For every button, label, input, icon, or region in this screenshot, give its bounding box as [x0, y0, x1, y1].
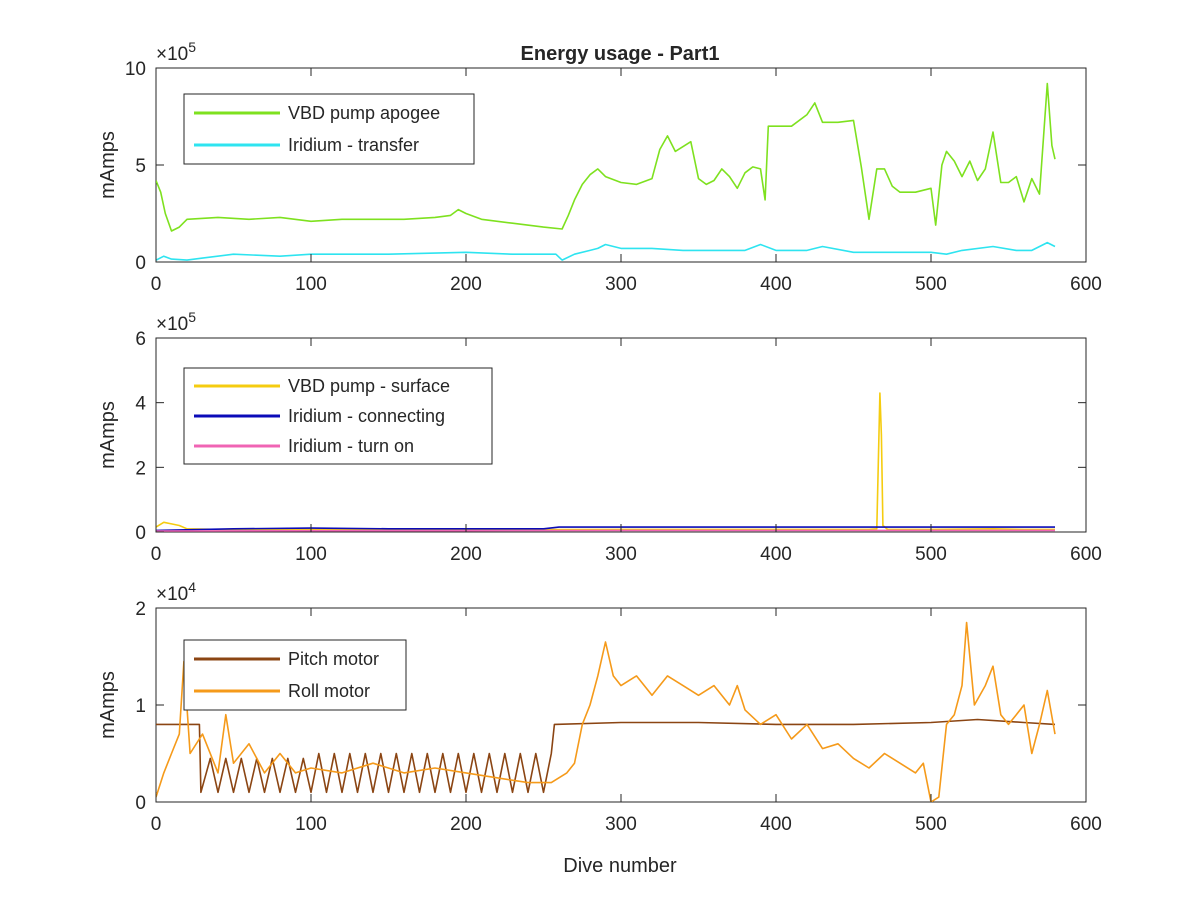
x-tick-label: 200	[450, 544, 482, 565]
panel-energy-surface: 0 100 200 300 400 500 600 0 2 4 6 ×105 mAmps VBD pump…	[97, 309, 1102, 565]
y-exponent-label: ×105	[156, 309, 196, 335]
x-axis-label: Dive number	[563, 855, 677, 877]
legend: VBD pump apogee Iridium - transfer	[183, 93, 475, 165]
series-line-1	[156, 718, 1056, 794]
legend-box	[183, 93, 475, 165]
x-tick-label: 500	[915, 544, 947, 565]
panel-energy-motors: 0 100 200 300 400 500 600 0 1 2 ×104 mAmps Pitch mot…	[97, 579, 1102, 835]
legend-entry: Iridium - turn on	[288, 436, 414, 456]
x-tick-label: 200	[450, 274, 482, 295]
x-tick-label: 300	[605, 544, 637, 565]
legend: Pitch motor Roll motor	[183, 639, 407, 711]
x-tick-label: 0	[151, 814, 162, 835]
x-tick-label: 500	[915, 814, 947, 835]
series-line-1	[156, 82, 1056, 232]
x-tick-label: 400	[760, 544, 792, 565]
y-axis-label: mAmps	[97, 401, 119, 469]
y-tick-label: 10	[125, 59, 146, 80]
y-tick-label: 2	[135, 599, 146, 620]
series-group	[156, 82, 1056, 261]
x-tick-label: 600	[1070, 544, 1102, 565]
x-tick-label: 600	[1070, 274, 1102, 295]
chart-title: Energy usage - Part1	[521, 43, 720, 65]
x-tick-label: 600	[1070, 814, 1102, 835]
series-line-1	[156, 392, 1055, 531]
x-tick-label: 300	[605, 274, 637, 295]
legend-entry: Pitch motor	[288, 649, 379, 669]
x-tick-label: 0	[151, 544, 162, 565]
y-tick-label: 0	[135, 793, 146, 814]
series-line-2	[156, 621, 1056, 802]
x-tick-label: 200	[450, 814, 482, 835]
series-line-2	[156, 526, 1055, 532]
x-tick-label: 400	[760, 274, 792, 295]
y-tick-label: 4	[135, 394, 146, 415]
x-tick-label: 0	[151, 274, 162, 295]
legend-entry: Iridium - connecting	[288, 406, 445, 426]
legend: VBD pump - surface Iridium - connecting Ir…	[183, 367, 493, 465]
series-line-3	[156, 529, 1055, 532]
y-tick-label: 0	[135, 523, 146, 544]
y-tick-label: 5	[135, 156, 146, 177]
y-tick-label: 6	[135, 329, 146, 350]
y-tick-label: 1	[135, 696, 146, 717]
legend-entry: Iridium - transfer	[288, 135, 419, 155]
y-exponent-label: ×105	[156, 39, 196, 65]
y-tick-label: 0	[135, 253, 146, 274]
y-tick-label: 2	[135, 458, 146, 479]
legend-box	[183, 639, 407, 711]
y-axis-label: mAmps	[97, 671, 119, 739]
legend-entry: VBD pump apogee	[288, 103, 440, 123]
x-tick-label: 100	[295, 814, 327, 835]
panel-energy-apogee: 0 100 200 300 400 500 600 0 5 10 ×105 mAmps VBD pump…	[97, 39, 1102, 295]
series-group	[156, 621, 1056, 802]
legend-entry: Roll motor	[288, 681, 370, 701]
y-exponent-label: ×104	[156, 579, 196, 605]
x-tick-label: 500	[915, 274, 947, 295]
y-axis-label: mAmps	[97, 131, 119, 199]
x-tick-label: 400	[760, 814, 792, 835]
series-line-2	[156, 241, 1056, 261]
x-tick-label: 300	[605, 814, 637, 835]
x-tick-label: 100	[295, 544, 327, 565]
x-tick-label: 100	[295, 274, 327, 295]
legend-entry: VBD pump - surface	[288, 376, 450, 396]
